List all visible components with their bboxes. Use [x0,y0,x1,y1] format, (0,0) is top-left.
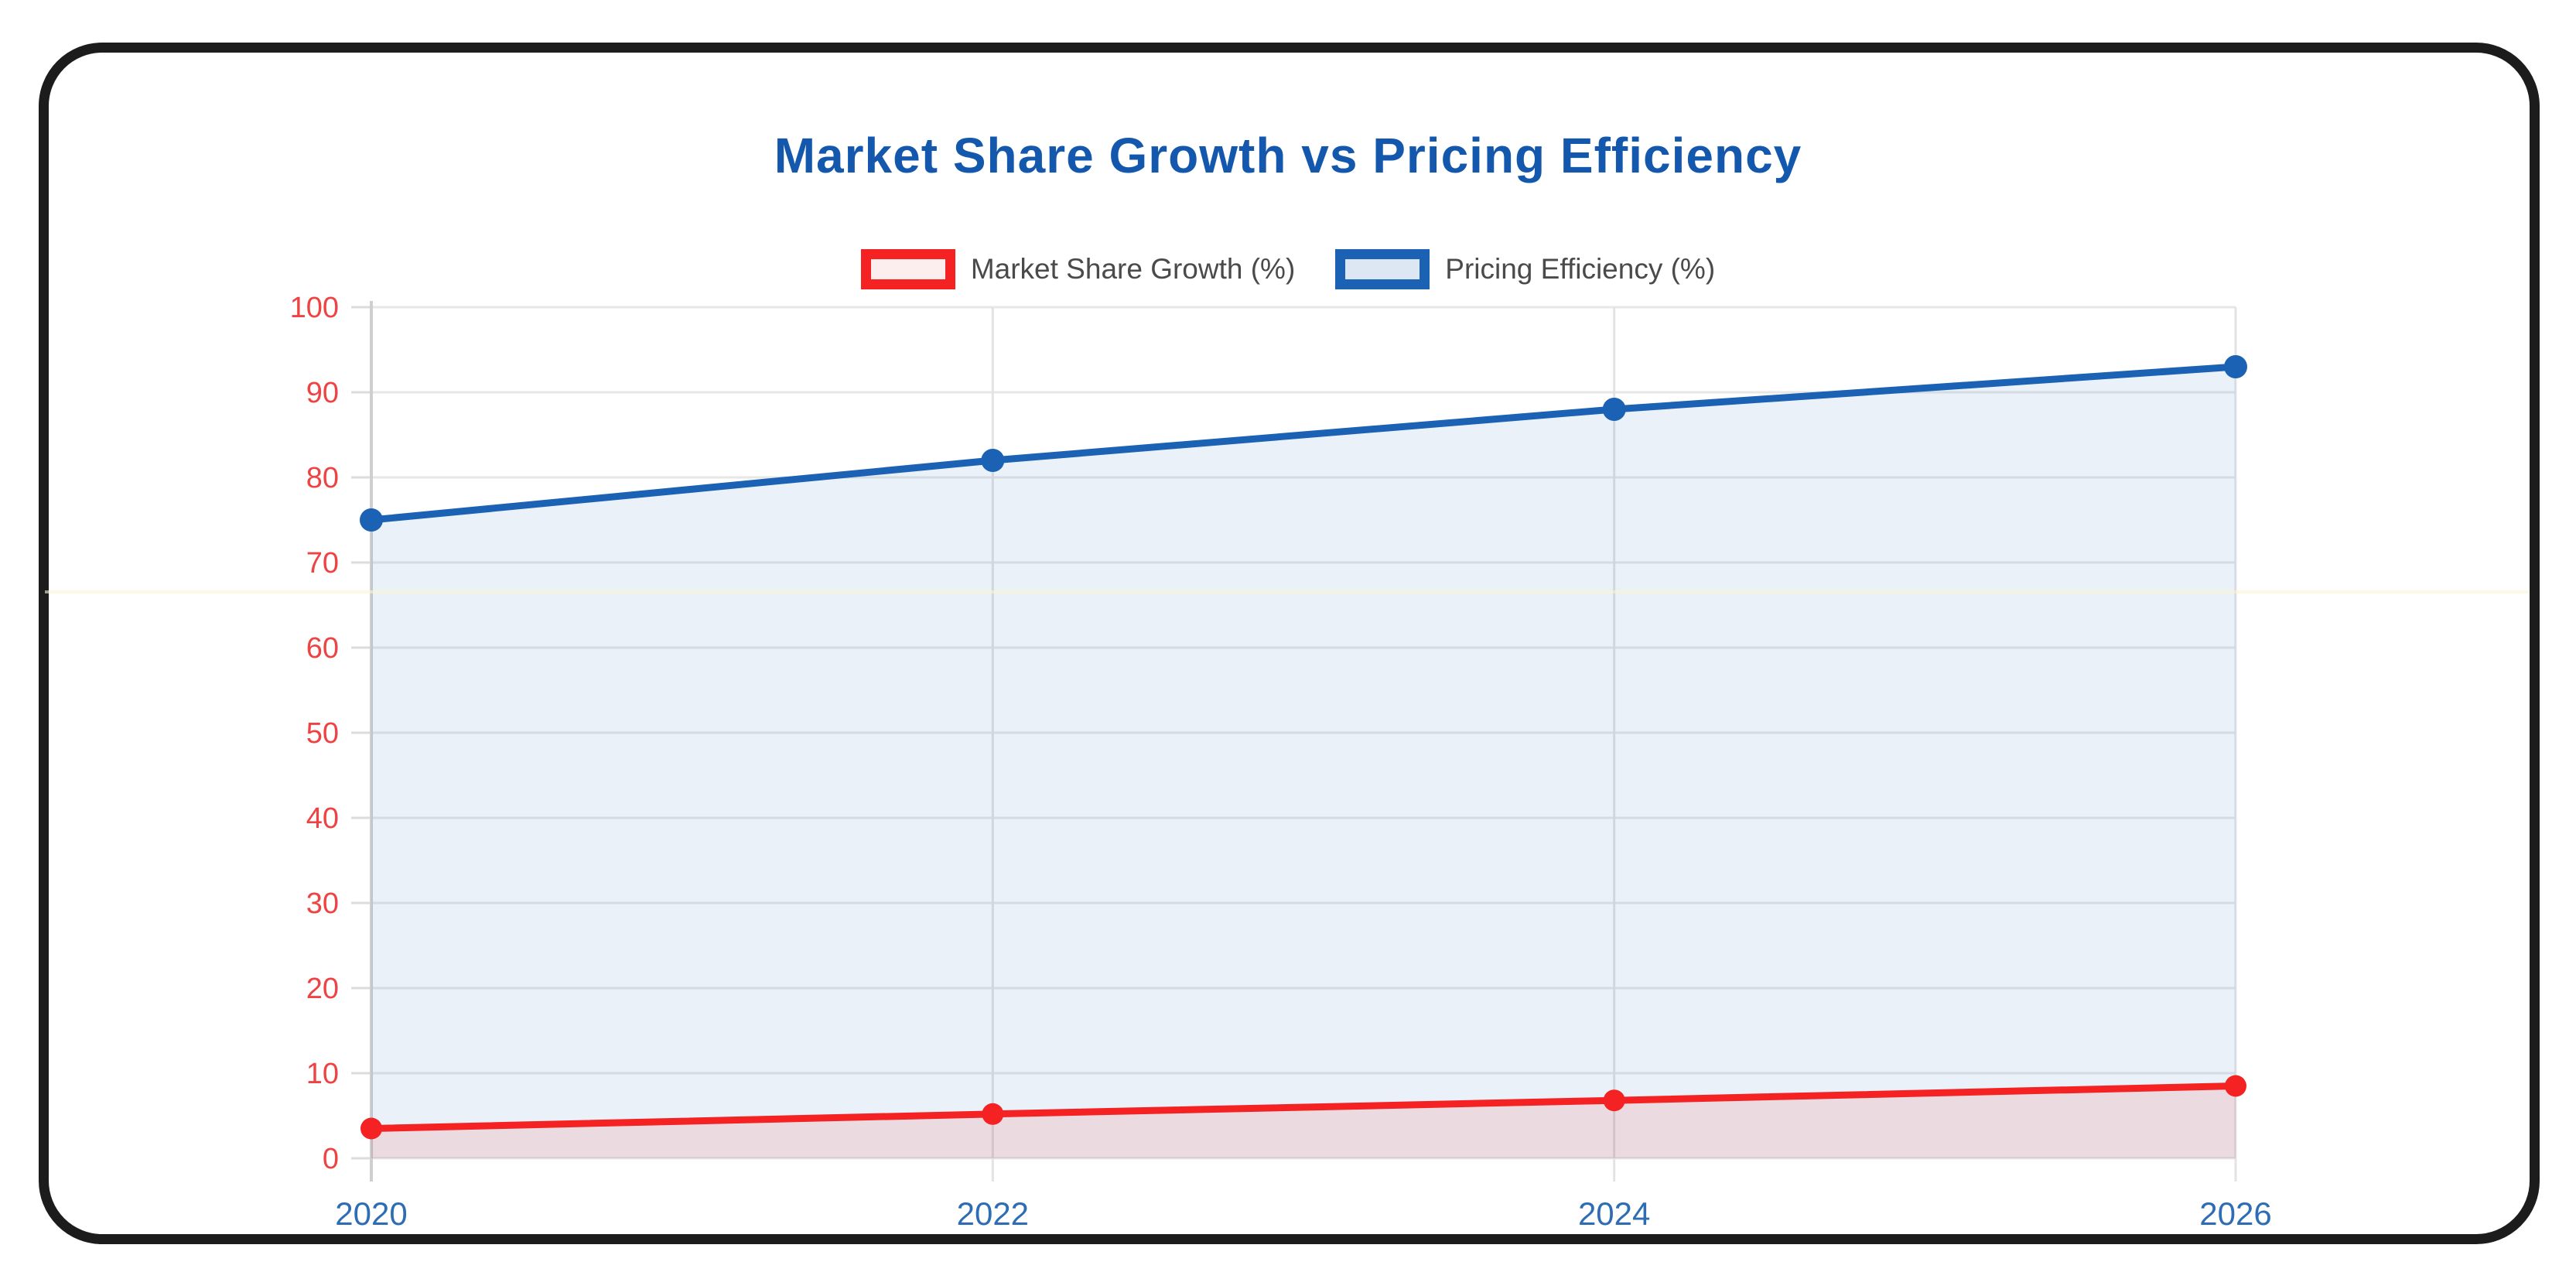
data-point-2026[interactable] [2224,355,2247,378]
legend-swatch-pricing-efficiency [1335,249,1430,289]
y-tick-label: 40 [306,802,339,835]
legend-item-market-share-growth[interactable]: Market Share Growth (%) [860,249,1296,289]
series-line-0 [367,1082,2239,1132]
y-tick-label: 20 [306,973,339,1005]
x-tick-label: 2022 [957,1195,1029,1232]
legend-item-pricing-efficiency[interactable]: Pricing Efficiency (%) [1335,249,1715,289]
y-tick-label: 60 [306,632,339,665]
card-border [39,43,2540,1244]
y-tick-label: 100 [290,292,339,324]
y-tick-label: 70 [306,547,339,580]
data-point-2024[interactable] [1602,398,1626,421]
y-tick-label: 80 [306,462,339,494]
legend-label-market-share-growth: Market Share Growth (%) [970,253,1296,285]
data-point-2022[interactable] [982,1103,1004,1125]
y-tick-label: 10 [306,1058,339,1090]
x-tick-label: 2026 [2199,1195,2271,1232]
legend-label-pricing-efficiency: Pricing Efficiency (%) [1445,253,1716,285]
data-point-2020[interactable] [360,508,383,532]
x-tick-label: 2024 [1578,1195,1650,1232]
series-area-0 [371,1086,2236,1158]
series-line-1 [367,363,2239,524]
y-tick-label: 50 [306,717,339,750]
y-tick-label: 90 [306,377,339,409]
legend-swatch-market-share-growth [860,249,955,289]
chart-title: Market Share Growth vs Pricing Efficienc… [774,128,1802,183]
data-point-2022[interactable] [981,449,1005,472]
data-point-2026[interactable] [2225,1075,2246,1097]
y-tick-label: 0 [323,1143,339,1175]
y-tick-label: 30 [306,887,339,920]
legend: Market Share Growth (%) Pricing Efficien… [0,249,2576,289]
x-tick-label: 2020 [335,1195,407,1232]
series-area-1 [371,367,2236,1158]
data-point-2020[interactable] [360,1117,382,1140]
data-point-2024[interactable] [1603,1089,1625,1112]
